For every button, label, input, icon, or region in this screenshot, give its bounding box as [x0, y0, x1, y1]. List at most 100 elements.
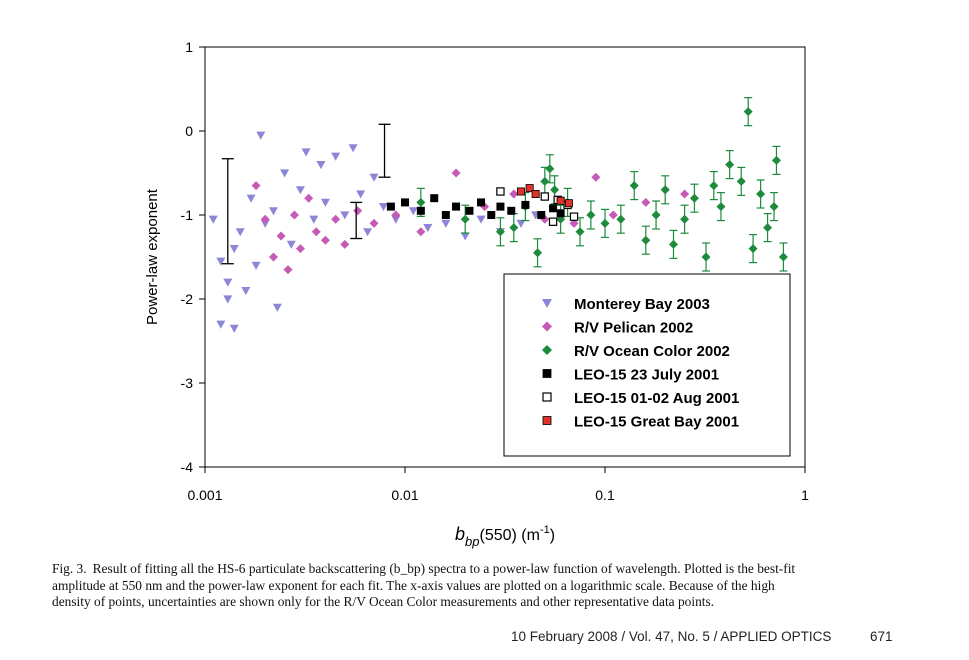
triangle-marker: [476, 215, 486, 224]
y-tick-label: -1: [181, 207, 194, 223]
x-axis-label-close: ): [550, 527, 555, 544]
triangle-marker: [301, 148, 311, 157]
y-tick-label: -3: [181, 375, 194, 391]
diamond-marker: [660, 185, 670, 195]
triangle-marker: [241, 287, 251, 296]
diamond-marker: [641, 235, 651, 245]
square-marker: [542, 369, 552, 378]
open-square-marker: [569, 212, 579, 221]
diamond-marker: [540, 176, 550, 186]
diamond-marker: [591, 172, 601, 182]
diamond-marker: [629, 181, 639, 191]
diamond-marker: [533, 248, 543, 258]
data-points: [208, 97, 788, 333]
square-marker: [516, 187, 525, 196]
diamond-marker: [495, 227, 505, 237]
triangle-marker: [246, 194, 256, 203]
figure-caption: Fig. 3. Result of fitting all the HS-6 pa…: [52, 561, 920, 611]
page-number: 671: [870, 629, 893, 644]
square-marker: [549, 204, 558, 213]
square-marker: [441, 210, 450, 219]
triangle-marker: [363, 228, 373, 237]
diamond-marker: [268, 252, 278, 262]
open-square-marker: [548, 217, 558, 226]
diamond-marker: [756, 189, 766, 199]
legend-entry-label: LEO-15 Great Bay 2001: [574, 414, 739, 431]
diamond-marker: [709, 181, 719, 191]
legend-entry-label: R/V Ocean Color 2002: [574, 343, 730, 360]
square-marker: [542, 416, 552, 425]
square-marker: [564, 199, 573, 208]
diamond-marker: [460, 214, 470, 224]
diamond-marker: [509, 223, 519, 233]
diamond-marker: [616, 214, 626, 224]
triangle-marker: [408, 207, 418, 216]
caption-text-1: Result of fitting all the HS-6 particula…: [92, 561, 796, 576]
legend-entry-label: LEO-15 01-02 Aug 2001: [574, 390, 739, 407]
x-axis-label-symbol: b: [455, 524, 465, 544]
triangle-marker: [460, 232, 470, 241]
triangle-marker: [229, 245, 239, 254]
x-axis-label-text: (550) (m: [479, 527, 539, 544]
legend-box: [503, 273, 791, 457]
diamond-marker: [725, 160, 735, 170]
x-tick-label: 0.01: [391, 487, 418, 503]
square-marker: [521, 200, 530, 209]
square-marker: [416, 206, 425, 215]
diamond-marker: [320, 235, 330, 245]
diamond-marker: [276, 231, 286, 241]
square-marker: [452, 202, 461, 211]
diamond-marker: [451, 168, 461, 178]
triangle-marker: [208, 215, 218, 224]
diamond-marker: [748, 244, 758, 254]
diamond-marker: [416, 227, 426, 237]
diamond-marker: [771, 155, 781, 165]
square-marker: [507, 206, 516, 215]
triangle-marker: [251, 261, 261, 270]
y-tick-label: -2: [181, 291, 194, 307]
triangle-marker: [348, 144, 358, 153]
triangle-marker: [235, 228, 245, 237]
diamond-marker: [575, 227, 585, 237]
square-marker: [477, 198, 486, 207]
diamond-marker: [369, 218, 379, 228]
triangle-marker: [223, 278, 233, 287]
caption-line-2: amplitude at 550 nm and the power-law ex…: [52, 577, 775, 593]
diamond-marker: [542, 345, 552, 355]
diamond-marker: [550, 185, 560, 195]
diamond-marker: [668, 239, 678, 249]
triangle-marker: [268, 207, 278, 216]
triangle-marker: [516, 219, 526, 228]
diamond-marker: [769, 202, 779, 212]
diamond-marker: [701, 252, 711, 262]
x-axis-label-subscript: bp: [465, 534, 479, 549]
triangle-marker: [369, 173, 379, 182]
diamond-marker: [353, 206, 363, 216]
y-tick-label: -4: [181, 459, 194, 475]
triangle-marker: [295, 186, 305, 195]
diamond-marker: [391, 210, 401, 220]
diamond-marker: [251, 181, 261, 191]
triangle-marker: [286, 240, 296, 249]
diamond-marker: [331, 214, 341, 224]
representative-error-bars: [221, 123, 391, 265]
diamond-marker: [743, 107, 753, 117]
diamond-marker: [680, 189, 690, 199]
y-axis: -4 -3 -2 -1 0 1: [181, 39, 205, 475]
legend-entry-label: LEO-15 23 July 2001: [574, 367, 719, 384]
diamond-marker: [641, 197, 651, 207]
triangle-marker: [260, 219, 270, 228]
triangle-marker: [316, 161, 326, 170]
square-marker: [525, 184, 534, 193]
diamond-marker: [416, 197, 426, 207]
diamond-marker: [289, 210, 299, 220]
square-marker: [556, 209, 565, 218]
diamond-marker: [260, 214, 270, 224]
diamond-marker: [763, 223, 773, 233]
diamond-marker: [340, 239, 350, 249]
caption-line-1: Fig. 3. Result of fitting all the HS-6 pa…: [52, 561, 920, 578]
y-axis-label: Power-law exponent: [144, 188, 161, 325]
square-marker: [400, 198, 409, 207]
triangle-marker: [280, 169, 290, 178]
square-marker: [556, 196, 565, 205]
